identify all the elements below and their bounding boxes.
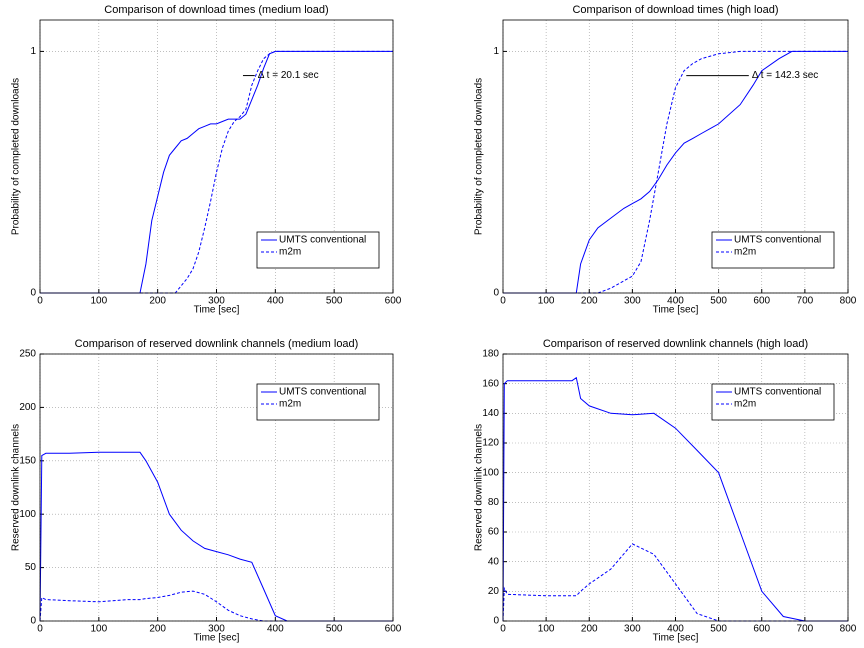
y-tick-label: 20	[488, 586, 500, 597]
legend-label: UMTS conventional	[734, 235, 821, 246]
y-tick-label: 200	[19, 402, 36, 413]
legend-label: m2m	[734, 399, 756, 410]
y-axis-label: Reserved downlink channels	[474, 424, 485, 551]
x-tick-label: 400	[267, 624, 284, 635]
chart-title: Comparison of download times (medium loa…	[104, 4, 328, 16]
x-tick-label: 600	[385, 296, 402, 307]
y-axis-label: Reserved downlink channels	[11, 424, 22, 551]
x-tick-label: 100	[538, 624, 555, 635]
x-tick-label: 200	[149, 624, 166, 635]
x-tick-label: 700	[797, 624, 814, 635]
axes-box	[502, 353, 849, 622]
y-tick-label: 50	[25, 562, 37, 573]
x-tick-label: 500	[326, 624, 343, 635]
legend-label: m2m	[279, 247, 301, 258]
data-line	[39, 451, 393, 622]
y-tick-label: 0	[30, 288, 36, 299]
y-tick-label: 0	[493, 616, 499, 627]
legend-box	[711, 383, 835, 421]
data-line	[40, 50, 393, 294]
x-tick-label: 0	[37, 296, 43, 307]
y-tick-label: 250	[19, 349, 36, 360]
x-tick-label: 0	[500, 296, 506, 307]
x-tick-label: 600	[385, 624, 402, 635]
x-tick-label: 100	[90, 296, 107, 307]
legend-label: m2m	[734, 247, 756, 258]
x-tick-label: 500	[710, 624, 727, 635]
x-axis-label: Time [sec]	[194, 305, 240, 316]
y-tick-label: 150	[19, 455, 36, 466]
x-tick-label: 200	[149, 296, 166, 307]
x-tick-label: 300	[624, 624, 641, 635]
legend-label: UMTS conventional	[734, 387, 821, 398]
x-tick-label: 0	[500, 624, 506, 635]
x-tick-label: 700	[797, 296, 814, 307]
legend-label: UMTS conventional	[279, 387, 366, 398]
x-tick-label: 500	[710, 296, 727, 307]
x-axis-label: Time [sec]	[653, 305, 699, 316]
x-tick-label: 400	[667, 296, 684, 307]
x-tick-label: 600	[753, 624, 770, 635]
x-tick-label: 300	[624, 296, 641, 307]
chart-title: Comparison of download times (high load)	[572, 4, 778, 16]
y-tick-label: 120	[482, 438, 499, 449]
y-tick-label: 140	[482, 408, 499, 419]
legend-box	[256, 383, 380, 421]
x-tick-label: 400	[667, 624, 684, 635]
x-tick-label: 300	[208, 624, 225, 635]
data-line	[503, 50, 848, 294]
y-tick-label: 1	[493, 46, 499, 57]
legend-box	[256, 231, 380, 269]
x-tick-label: 100	[90, 624, 107, 635]
axes-box	[502, 19, 849, 294]
x-tick-label: 400	[267, 296, 284, 307]
x-tick-label: 0	[37, 624, 43, 635]
x-tick-label: 200	[581, 624, 598, 635]
x-tick-label: 800	[840, 296, 857, 307]
y-tick-label: 160	[482, 378, 499, 389]
x-axis-label: Time [sec]	[194, 633, 240, 644]
x-tick-label: 100	[538, 296, 555, 307]
data-line	[39, 590, 393, 622]
y-axis-label: Probability of completed downloads	[11, 78, 22, 235]
x-tick-label: 300	[208, 296, 225, 307]
y-tick-label: 0	[30, 616, 36, 627]
annotation-text: Δ t = 142.3 sec	[752, 70, 818, 81]
x-tick-label: 500	[326, 296, 343, 307]
axes-box	[39, 353, 394, 622]
x-tick-label: 800	[840, 624, 857, 635]
legend-box	[711, 231, 835, 269]
y-tick-label: 40	[488, 556, 500, 567]
data-line	[40, 50, 393, 294]
data-line	[502, 543, 848, 622]
y-tick-label: 1	[30, 46, 36, 57]
axes-box	[39, 19, 394, 294]
y-tick-label: 60	[488, 527, 500, 538]
y-tick-label: 180	[482, 349, 499, 360]
x-tick-label: 600	[753, 296, 770, 307]
y-tick-label: 0	[493, 288, 499, 299]
y-axis-label: Probability of completed downloads	[474, 78, 485, 235]
legend-label: m2m	[279, 399, 301, 410]
y-tick-label: 80	[488, 497, 500, 508]
chart-title: Comparison of reserved downlink channels…	[543, 338, 808, 350]
y-tick-label: 100	[482, 467, 499, 478]
annotation-text: Δ t = 20.1 sec	[258, 70, 319, 81]
data-line	[502, 376, 848, 622]
legend-label: UMTS conventional	[279, 235, 366, 246]
chart-title: Comparison of reserved downlink channels…	[75, 338, 359, 350]
x-axis-label: Time [sec]	[653, 633, 699, 644]
x-tick-label: 200	[581, 296, 598, 307]
y-tick-label: 100	[19, 509, 36, 520]
